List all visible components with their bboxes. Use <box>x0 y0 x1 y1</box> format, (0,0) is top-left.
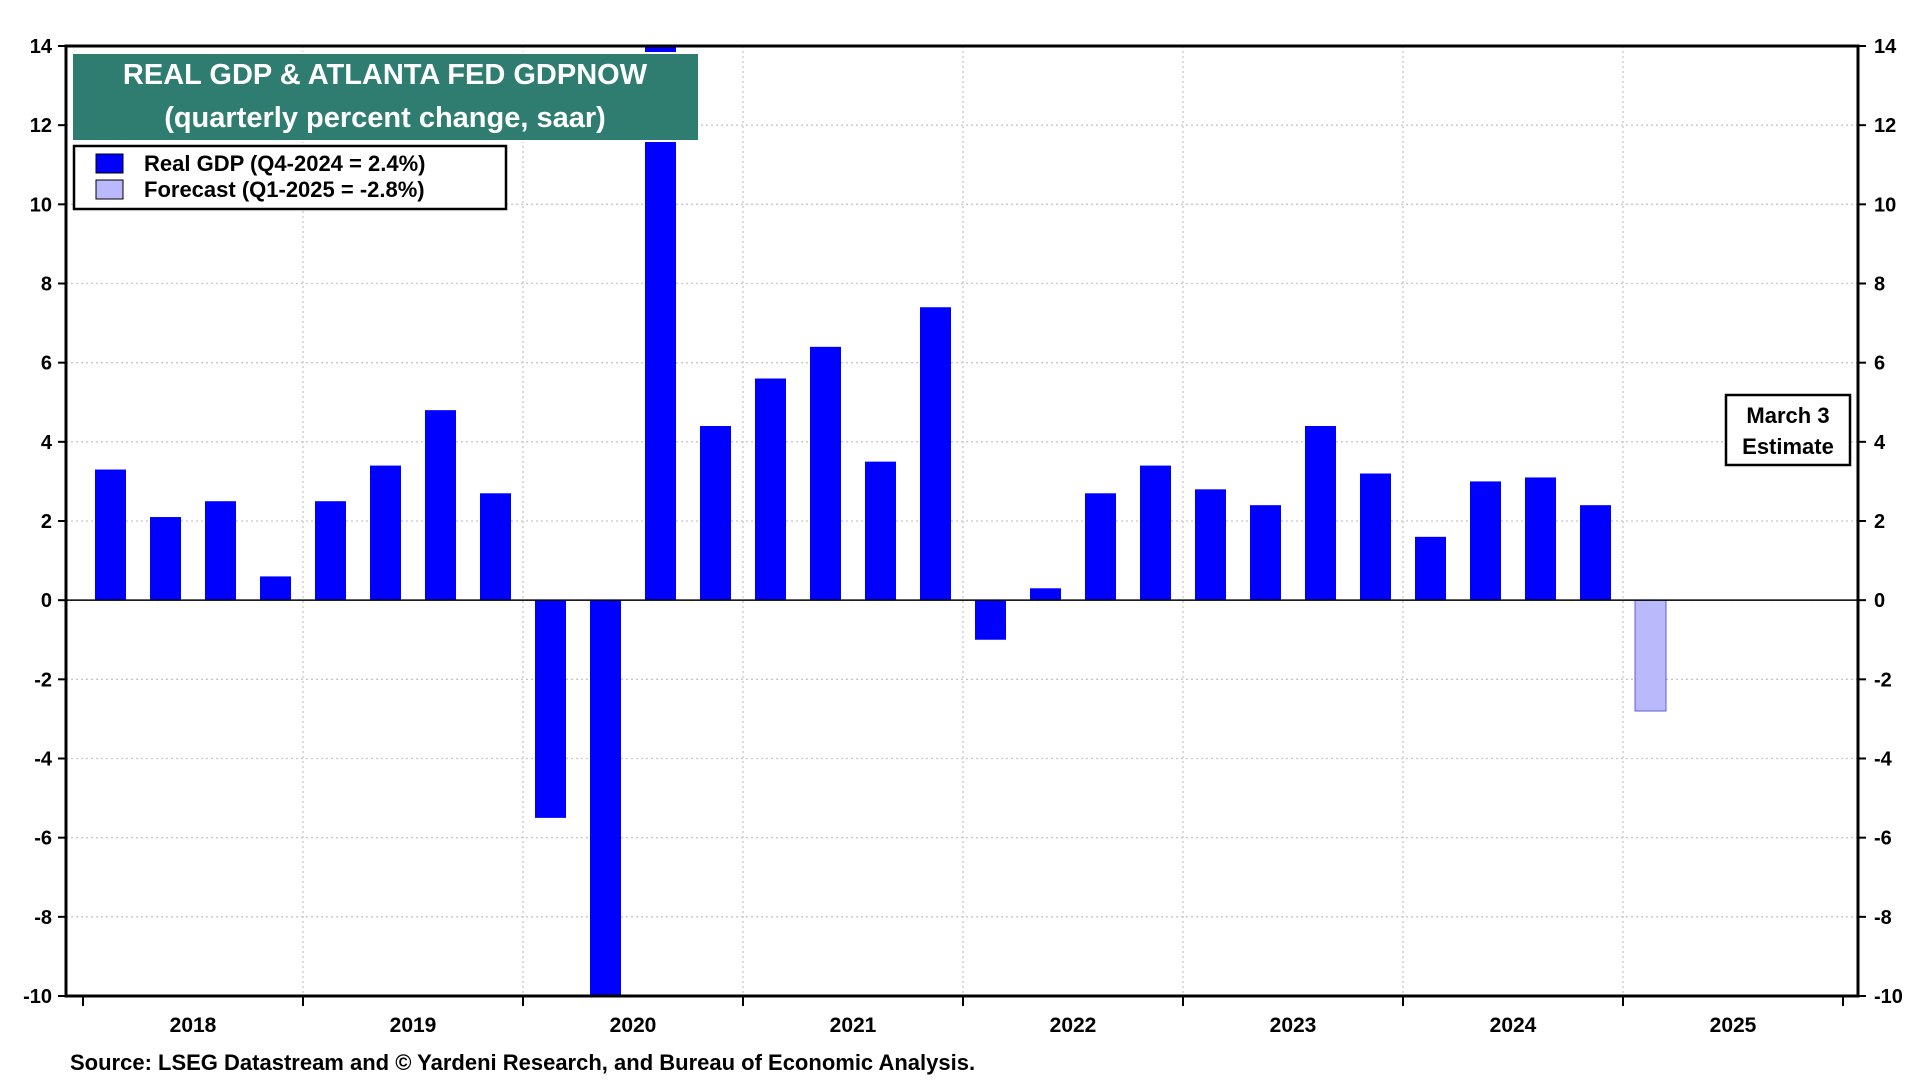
bar-real-gdp <box>920 307 951 601</box>
legend-swatch-real-gdp <box>95 153 124 174</box>
y-tick-label-right: -10 <box>1874 986 1903 1008</box>
bar-real-gdp <box>975 600 1006 640</box>
bar-real-gdp <box>1305 426 1336 601</box>
annotation-line-1: March 3 <box>1746 403 1829 428</box>
bar-real-gdp <box>810 346 841 601</box>
x-year-label: 2021 <box>830 1014 877 1037</box>
bar-real-gdp <box>1580 505 1611 601</box>
y-tick-label-left: 0 <box>41 590 52 612</box>
bars <box>95 46 1667 996</box>
legend-swatch-forecast <box>95 179 124 200</box>
y-tick-label-left: 8 <box>41 274 52 296</box>
y-tick-label-left: 12 <box>30 115 52 137</box>
x-axis: 2018 2019 2020 2021 2022 2023 2024 2025 <box>82 996 1844 1037</box>
y-axis-ticks: 14 14 12 12 10 10 8 8 6 6 4 4 2 2 0 0 -2 -2 -4 -4 -6 -6 -8 -8 -1… <box>23 36 1903 1008</box>
y-tick-label-left: -10 <box>23 986 52 1008</box>
y-tick-label-left: -8 <box>34 907 52 929</box>
y-tick-label-right: -4 <box>1874 749 1893 771</box>
bar-real-gdp <box>700 426 731 601</box>
chart-subtitle: (quarterly percent change, saar) <box>164 102 606 134</box>
bar-real-gdp <box>1250 505 1281 601</box>
y-tick-label-left: 14 <box>30 36 53 58</box>
bar-real-gdp <box>590 600 621 996</box>
y-tick-label-right: 2 <box>1874 511 1885 533</box>
bar-real-gdp <box>535 600 566 818</box>
title-box: REAL GDP & ATLANTA FED GDPNOW (quarterly… <box>71 52 700 142</box>
y-tick-label-right: -2 <box>1874 669 1892 691</box>
y-tick-label-right: 0 <box>1874 590 1885 612</box>
y-tick-label-left: -6 <box>34 828 52 850</box>
y-tick-label-right: -8 <box>1874 907 1892 929</box>
bar-real-gdp <box>260 576 291 601</box>
bar-real-gdp <box>1195 489 1226 601</box>
legend: Real GDP (Q4-2024 = 2.4%) Forecast (Q1-2… <box>72 144 508 211</box>
y-tick-label-right: 8 <box>1874 274 1885 296</box>
bar-forecast <box>1634 599 1667 712</box>
source-note: Source: LSEG Datastream and © Yardeni Re… <box>70 1050 975 1075</box>
bar-real-gdp <box>1140 465 1171 601</box>
bar-real-gdp <box>315 501 346 601</box>
x-year-label: 2024 <box>1490 1014 1537 1037</box>
legend-label-forecast: Forecast (Q1-2025 = -2.8%) <box>144 177 425 202</box>
y-tick-label-right: 14 <box>1874 36 1897 58</box>
x-year-label: 2018 <box>170 1014 217 1037</box>
bar-real-gdp <box>480 493 511 601</box>
estimate-annotation: March 3 Estimate <box>1724 393 1852 467</box>
y-tick-label-right: -6 <box>1874 828 1892 850</box>
bar-real-gdp <box>865 461 896 601</box>
bar-real-gdp <box>1525 477 1556 601</box>
x-year-label: 2025 <box>1710 1014 1757 1037</box>
bar-real-gdp <box>95 469 126 601</box>
y-tick-label-left: -4 <box>34 749 53 771</box>
bar-real-gdp <box>370 465 401 601</box>
x-year-label: 2020 <box>610 1014 657 1037</box>
y-tick-label-left: 6 <box>41 353 52 375</box>
y-tick-label-left: -2 <box>34 669 52 691</box>
y-tick-label-left: 4 <box>41 432 53 454</box>
bar-real-gdp <box>150 517 181 601</box>
y-tick-label-right: 12 <box>1874 115 1896 137</box>
y-tick-label-right: 4 <box>1874 432 1886 454</box>
bar-real-gdp <box>1470 481 1501 601</box>
bar-real-gdp <box>425 410 456 601</box>
y-tick-label-right: 10 <box>1874 194 1896 216</box>
x-year-label: 2019 <box>390 1014 437 1037</box>
bar-real-gdp <box>1360 473 1391 601</box>
bar-real-gdp <box>1030 588 1061 601</box>
bar-real-gdp <box>205 501 236 601</box>
bar-real-gdp <box>1415 536 1446 601</box>
y-tick-label-left: 2 <box>41 511 52 533</box>
y-tick-label-right: 6 <box>1874 353 1885 375</box>
annotation-line-2: Estimate <box>1742 434 1834 459</box>
x-year-label: 2023 <box>1270 1014 1317 1037</box>
chart-title: REAL GDP & ATLANTA FED GDPNOW <box>123 59 648 91</box>
x-year-label: 2022 <box>1050 1014 1097 1037</box>
bar-real-gdp <box>1085 493 1116 601</box>
y-tick-label-left: 10 <box>30 194 52 216</box>
legend-label-real-gdp: Real GDP (Q4-2024 = 2.4%) <box>144 151 425 176</box>
bar-real-gdp <box>755 378 786 601</box>
